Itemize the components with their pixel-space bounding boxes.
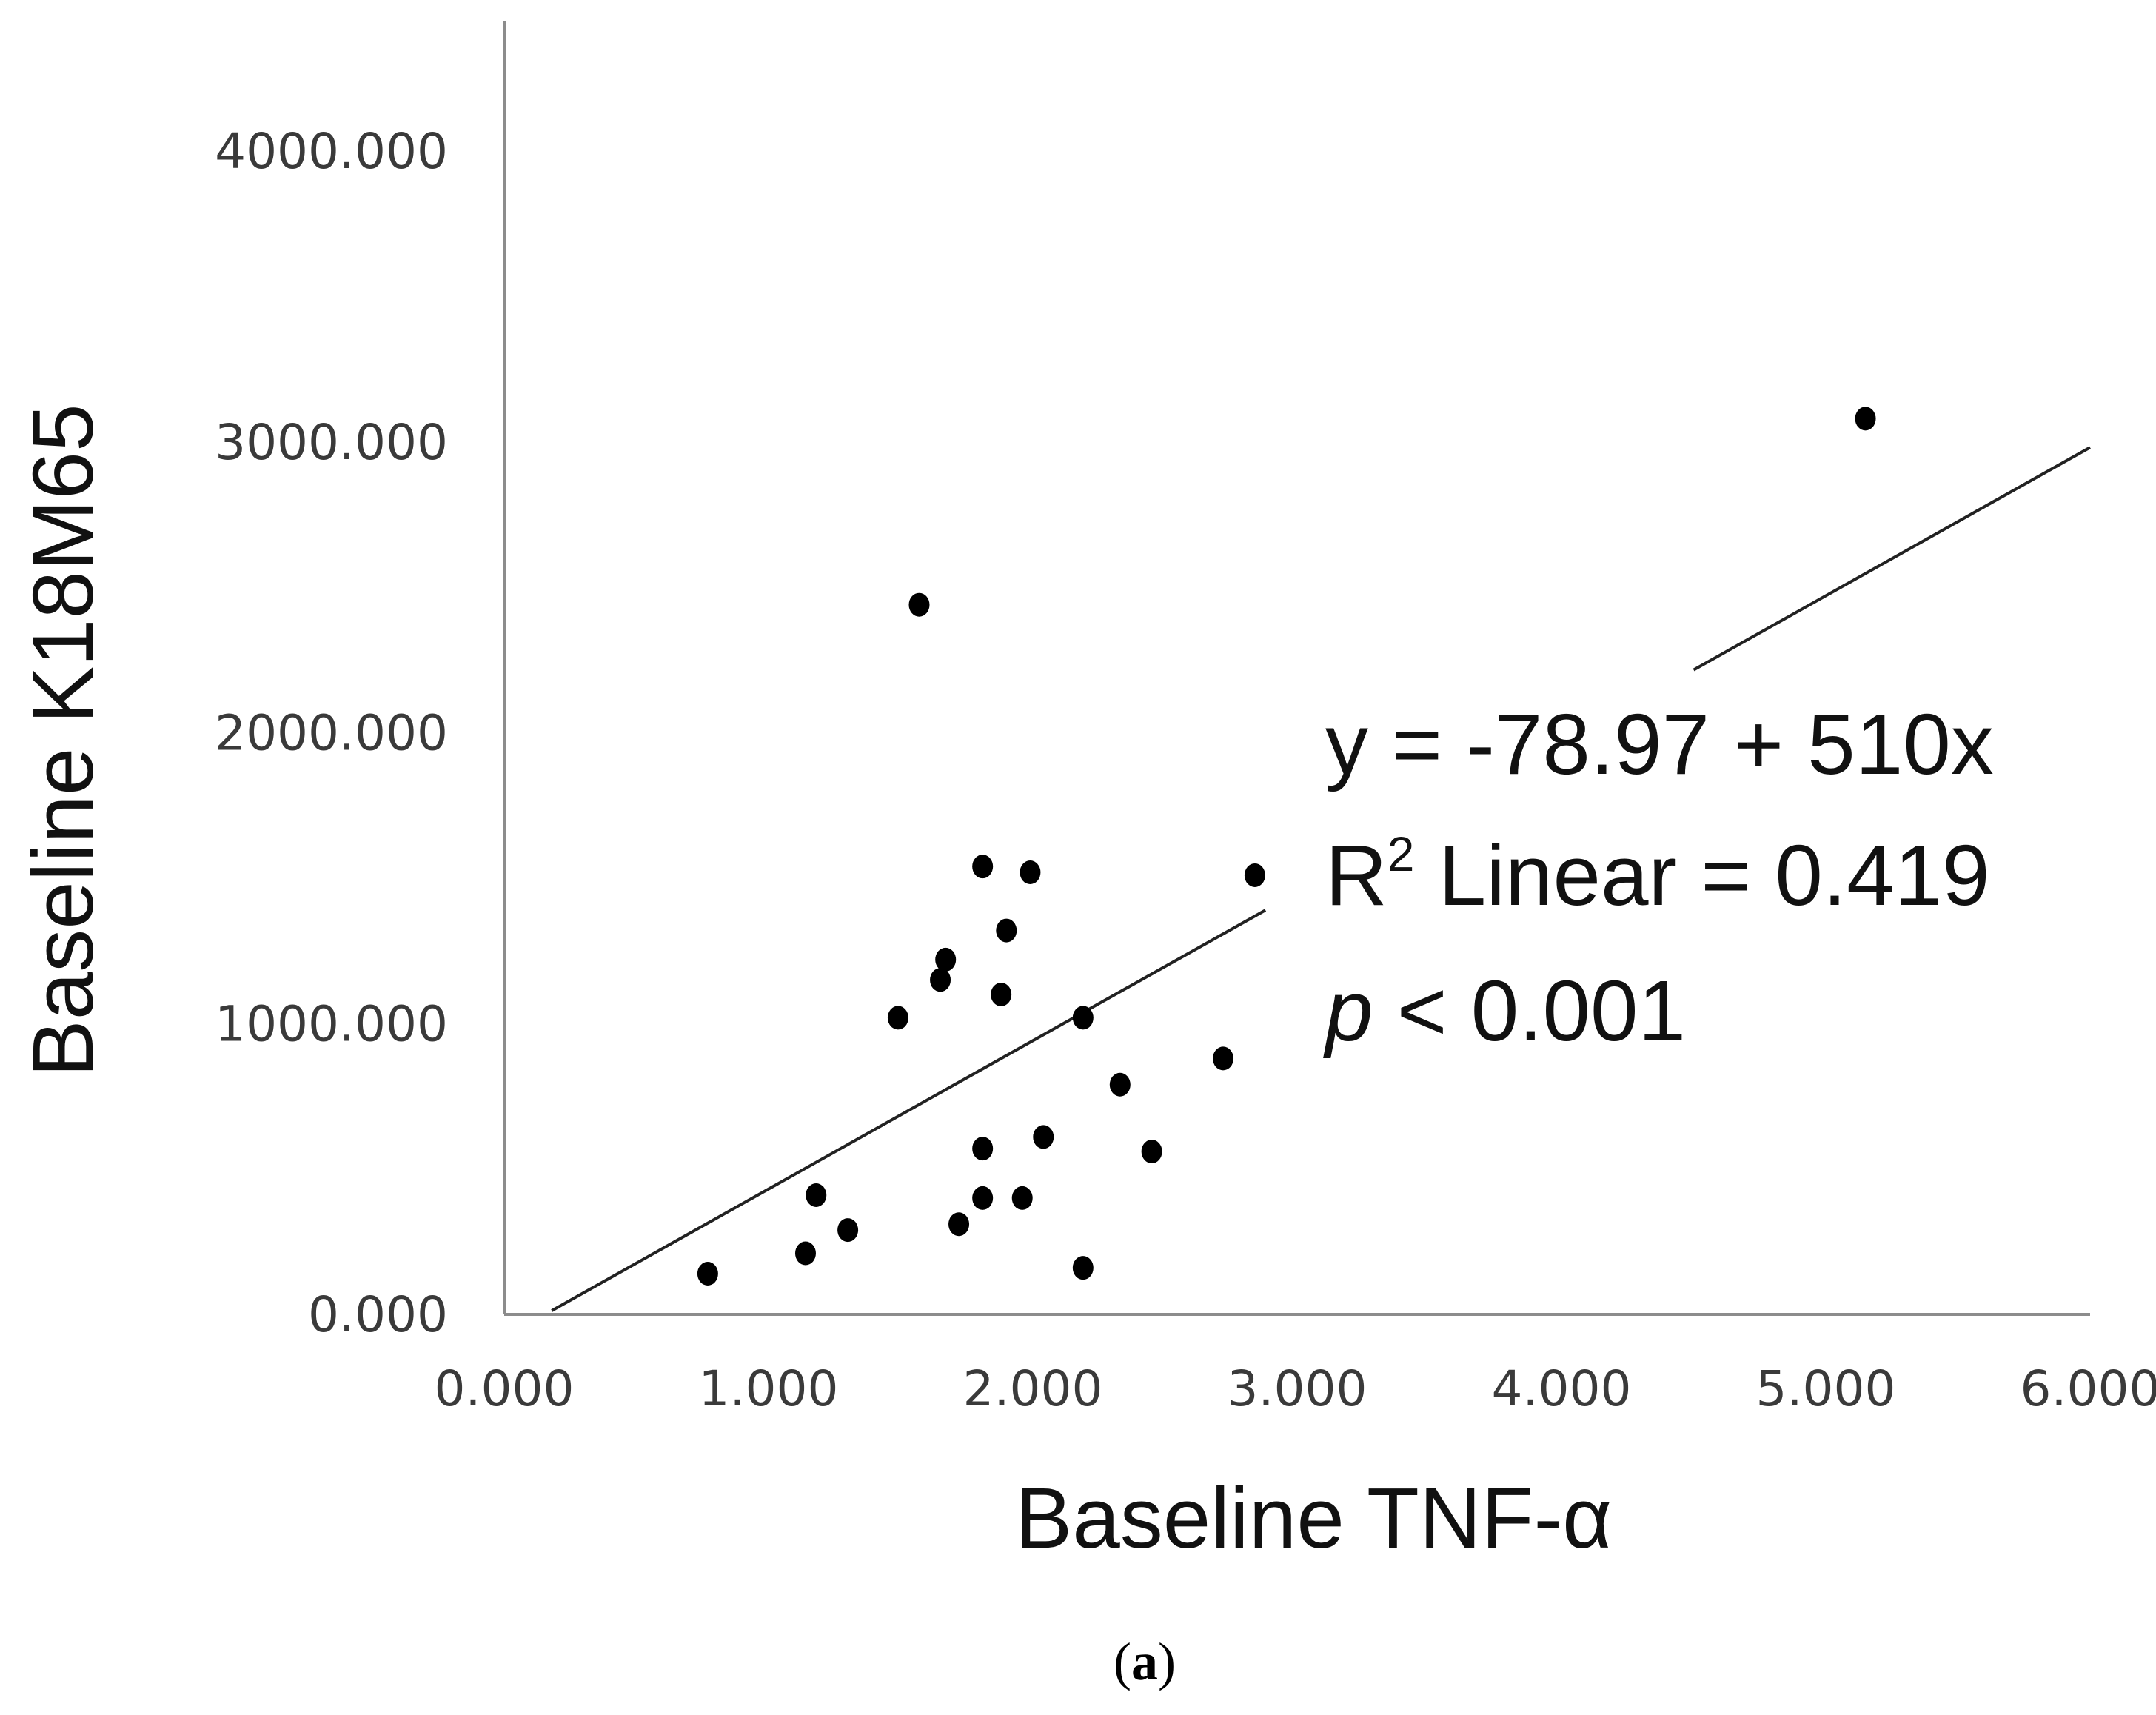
figure-caption: (a) — [1114, 1632, 1176, 1691]
r-squared-symbol: R — [1325, 827, 1387, 923]
r-squared-value: Linear = 0.419 — [1415, 827, 1990, 923]
data-point — [794, 1241, 816, 1266]
data-point — [1072, 1006, 1094, 1030]
data-point — [1033, 1125, 1054, 1149]
data-point — [1020, 860, 1041, 885]
data-point — [972, 1186, 994, 1210]
x-tick-label: 2.000 — [963, 1360, 1103, 1417]
data-point — [1011, 1186, 1033, 1210]
y-tick-label: 3000.000 — [215, 414, 448, 471]
caption-close-paren: ) — [1158, 1632, 1176, 1691]
data-points — [697, 407, 1876, 1286]
y-tick-label: 4000.000 — [215, 123, 448, 180]
data-point — [837, 1218, 859, 1243]
p-symbol: p — [1323, 963, 1373, 1059]
data-point — [1213, 1046, 1234, 1071]
data-point — [935, 947, 957, 972]
data-point — [806, 1183, 827, 1207]
x-tick-label: 3.000 — [1228, 1360, 1367, 1417]
y-tick-label: 0.000 — [308, 1286, 448, 1343]
y-tick-label: 2000.000 — [215, 705, 448, 762]
r-squared-label: R2 Linear = 0.419 — [1325, 826, 1990, 923]
data-point — [887, 1006, 908, 1030]
data-point — [972, 855, 994, 879]
x-axis-title: Baseline TNF-α — [1015, 1470, 1612, 1566]
data-point — [1109, 1072, 1131, 1097]
data-point — [930, 968, 951, 992]
regression-line-segment — [1693, 446, 2091, 672]
data-point — [972, 1137, 994, 1161]
data-point — [697, 1262, 718, 1286]
data-point — [948, 1212, 970, 1237]
x-tick-label: 0.000 — [435, 1360, 575, 1417]
regression-line-segment — [551, 909, 1267, 1312]
data-point — [996, 918, 1017, 943]
y-axis-title: Baseline K18M65 — [15, 404, 111, 1077]
regression-equation: y = -78.97 + 510x — [1325, 696, 1994, 792]
data-point — [1141, 1140, 1162, 1164]
axes — [503, 21, 2090, 1316]
p-value: < 0.001 — [1373, 963, 1686, 1059]
data-point — [991, 982, 1012, 1006]
x-tick-label: 5.000 — [1756, 1360, 1896, 1417]
regression-line-group — [551, 446, 2091, 1312]
y-tick-label: 1000.000 — [215, 995, 448, 1052]
caption-letter: a — [1131, 1632, 1158, 1691]
regression-annotation: y = -78.97 + 510x R2 Linear = 0.419 p < … — [1323, 696, 1994, 1059]
r-squared-superscript: 2 — [1387, 826, 1415, 881]
data-point — [908, 592, 930, 617]
caption-open-paren: ( — [1114, 1632, 1131, 1691]
tick-labels: 0.000 1.000 2.000 3.000 4.000 5.000 6.000 0.000… — [215, 123, 2156, 1417]
data-point — [1244, 863, 1265, 887]
p-value-label: p < 0.001 — [1323, 963, 1686, 1059]
data-point — [1072, 1256, 1094, 1280]
x-tick-label: 6.000 — [2021, 1360, 2156, 1417]
x-tick-label: 1.000 — [699, 1360, 839, 1417]
x-tick-label: 4.000 — [1492, 1360, 1632, 1417]
data-point — [1855, 407, 1876, 431]
